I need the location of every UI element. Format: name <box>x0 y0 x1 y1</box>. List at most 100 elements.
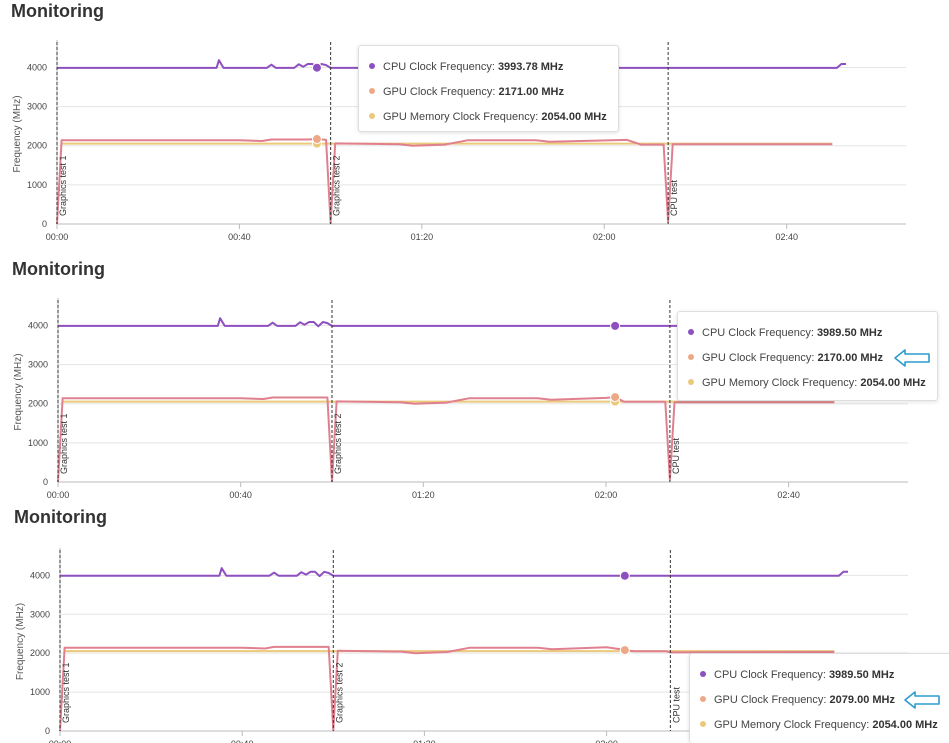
hover-point-cpu[interactable] <box>619 570 630 581</box>
series-line <box>58 317 835 328</box>
y-tick-label: 1000 <box>28 438 48 448</box>
chart-tooltip: CPU Clock Frequency: 3989.50 MHz GPU Clo… <box>677 311 938 401</box>
hover-point-gpu[interactable] <box>311 134 322 145</box>
series-line <box>60 567 848 578</box>
chart-tooltip: CPU Clock Frequency: 3993.78 MHz GPU Clo… <box>358 45 619 132</box>
x-tick-label: 02:00 <box>595 490 618 500</box>
event-marker-label: Graphics test 1 <box>61 662 71 723</box>
x-tick-label: 02:00 <box>593 232 616 242</box>
tooltip-label: CPU Clock Frequency: <box>383 61 495 73</box>
hover-point-cpu[interactable] <box>311 62 322 73</box>
x-tick-label: 00:00 <box>49 739 72 743</box>
event-marker-label: Graphics test 2 <box>334 662 344 723</box>
tooltip-row-gpu: GPU Clock Frequency: 2171.00 MHz <box>369 86 564 98</box>
y-tick-label: 0 <box>42 219 47 229</box>
hover-point-gpu[interactable] <box>610 392 621 403</box>
down-pointing-arrow-icon <box>904 691 940 709</box>
y-tick-label: 1000 <box>30 687 50 697</box>
tooltip-label: CPU Clock Frequency: <box>714 669 826 681</box>
y-tick-label: 2000 <box>28 399 48 409</box>
tooltip-value: 3989.50 MHz <box>816 327 883 339</box>
panel-title: Monitoring <box>12 259 105 279</box>
event-marker-label: CPU test <box>671 437 681 474</box>
event-marker-label: CPU test <box>671 686 681 723</box>
tooltip-value: 2079.00 MHz <box>829 694 895 706</box>
tooltip-label: GPU Memory Clock Frequency: <box>714 719 870 731</box>
y-axis-label: Frequency (MHz) <box>12 95 23 172</box>
x-tick-label: 00:00 <box>47 490 70 500</box>
x-tick-label: 00:00 <box>46 232 69 242</box>
x-tick-label: 02:40 <box>775 232 798 242</box>
series-line <box>56 138 833 225</box>
monitoring-panel-2: Monitoring 0 1000 2000 3000 4000 Frequency (M… <box>0 252 949 505</box>
gpu-series-dot-icon <box>688 354 694 361</box>
event-marker-label: CPU test <box>669 179 679 216</box>
tooltip-label: GPU Memory Clock Frequency: <box>383 111 539 123</box>
event-marker-label: Graphics test 2 <box>333 413 343 474</box>
gpu-series-dot-icon <box>369 88 375 95</box>
y-tick-label: 3000 <box>27 102 47 112</box>
tooltip-value: 2054.00 MHz <box>872 719 938 731</box>
event-marker-label: Graphics test 2 <box>332 155 342 216</box>
x-tick-label: 01:20 <box>413 739 436 743</box>
y-axis-label: Frequency (MHz) <box>13 353 24 430</box>
frequency-chart[interactable]: 0 1000 2000 3000 4000 Frequency (MHz) 00:00 00:… <box>0 505 949 743</box>
tooltip-label: GPU Clock Frequency: <box>702 352 815 364</box>
tooltip-row-cpu: CPU Clock Frequency: 3989.50 MHz <box>688 327 882 339</box>
tooltip-row-gpu: GPU Clock Frequency: 2079.00 MHz <box>700 694 895 706</box>
down-pointing-arrow-icon <box>894 349 930 367</box>
tooltip-value: 2054.00 MHz <box>541 111 607 123</box>
tooltip-row-mem: GPU Memory Clock Frequency: 2054.00 MHz <box>700 719 938 731</box>
x-tick-label: 01:20 <box>412 490 435 500</box>
hover-point-gpu[interactable] <box>619 645 630 656</box>
mem-series-dot-icon <box>369 113 375 120</box>
tooltip-row-mem: GPU Memory Clock Frequency: 2054.00 MHz <box>369 111 607 123</box>
y-tick-label: 4000 <box>27 62 47 72</box>
tooltip-row-cpu: CPU Clock Frequency: 3993.78 MHz <box>369 61 563 73</box>
tooltip-label: GPU Clock Frequency: <box>714 694 827 706</box>
tooltip-value: 2171.00 MHz <box>498 86 564 98</box>
x-tick-label: 02:40 <box>777 490 800 500</box>
event-marker-label: Graphics test 1 <box>59 413 69 474</box>
series-line <box>59 645 835 732</box>
y-tick-label: 4000 <box>28 320 48 330</box>
panel-title: Monitoring <box>11 1 104 21</box>
x-tick-label: 01:20 <box>411 232 434 242</box>
panel-title: Monitoring <box>14 507 107 527</box>
cpu-series-dot-icon <box>688 329 694 336</box>
cpu-series-dot-icon <box>369 63 375 70</box>
tooltip-label: CPU Clock Frequency: <box>702 327 814 339</box>
tooltip-row-gpu: GPU Clock Frequency: 2170.00 MHz <box>688 352 883 364</box>
tooltip-value: 3989.50 MHz <box>828 669 895 681</box>
mem-series-dot-icon <box>700 721 706 728</box>
event-marker-label: Graphics test 1 <box>58 155 68 216</box>
mem-series-dot-icon <box>688 379 694 386</box>
x-tick-label: 02:00 <box>595 739 618 743</box>
x-tick-label: 00:40 <box>229 490 252 500</box>
y-tick-label: 3000 <box>30 609 50 619</box>
monitoring-panel-1: Monitoring 0 1000 2000 3000 4000 Frequency (M… <box>0 0 949 252</box>
tooltip-label: GPU Clock Frequency: <box>383 86 496 98</box>
tooltip-label: GPU Memory Clock Frequency: <box>702 377 858 389</box>
y-tick-label: 0 <box>45 726 50 736</box>
gpu-series-dot-icon <box>700 696 706 703</box>
chart-tooltip: CPU Clock Frequency: 3989.50 MHz GPU Clo… <box>689 653 949 743</box>
y-tick-label: 0 <box>43 477 48 487</box>
y-tick-label: 2000 <box>27 141 47 151</box>
y-tick-label: 1000 <box>27 180 47 190</box>
x-tick-label: 00:40 <box>228 232 251 242</box>
frequency-chart[interactable]: 0 1000 2000 3000 4000 Frequency (MHz) 00:00 00:… <box>0 0 949 252</box>
tooltip-row-mem: GPU Memory Clock Frequency: 2054.00 MHz <box>688 377 926 389</box>
cpu-series-dot-icon <box>700 671 706 678</box>
tooltip-value: 2170.00 MHz <box>817 352 883 364</box>
y-tick-label: 3000 <box>28 360 48 370</box>
hover-point-cpu[interactable] <box>610 320 621 331</box>
y-tick-label: 2000 <box>30 648 50 658</box>
tooltip-row-cpu: CPU Clock Frequency: 3989.50 MHz <box>700 669 894 681</box>
y-axis-label: Frequency (MHz) <box>15 603 26 680</box>
series-line <box>57 396 835 483</box>
x-tick-label: 00:40 <box>231 739 254 743</box>
tooltip-value: 3993.78 MHz <box>497 61 564 73</box>
monitoring-panel-3: Monitoring 0 1000 2000 3000 4000 Frequency (M… <box>0 505 949 743</box>
tooltip-value: 2054.00 MHz <box>860 377 926 389</box>
